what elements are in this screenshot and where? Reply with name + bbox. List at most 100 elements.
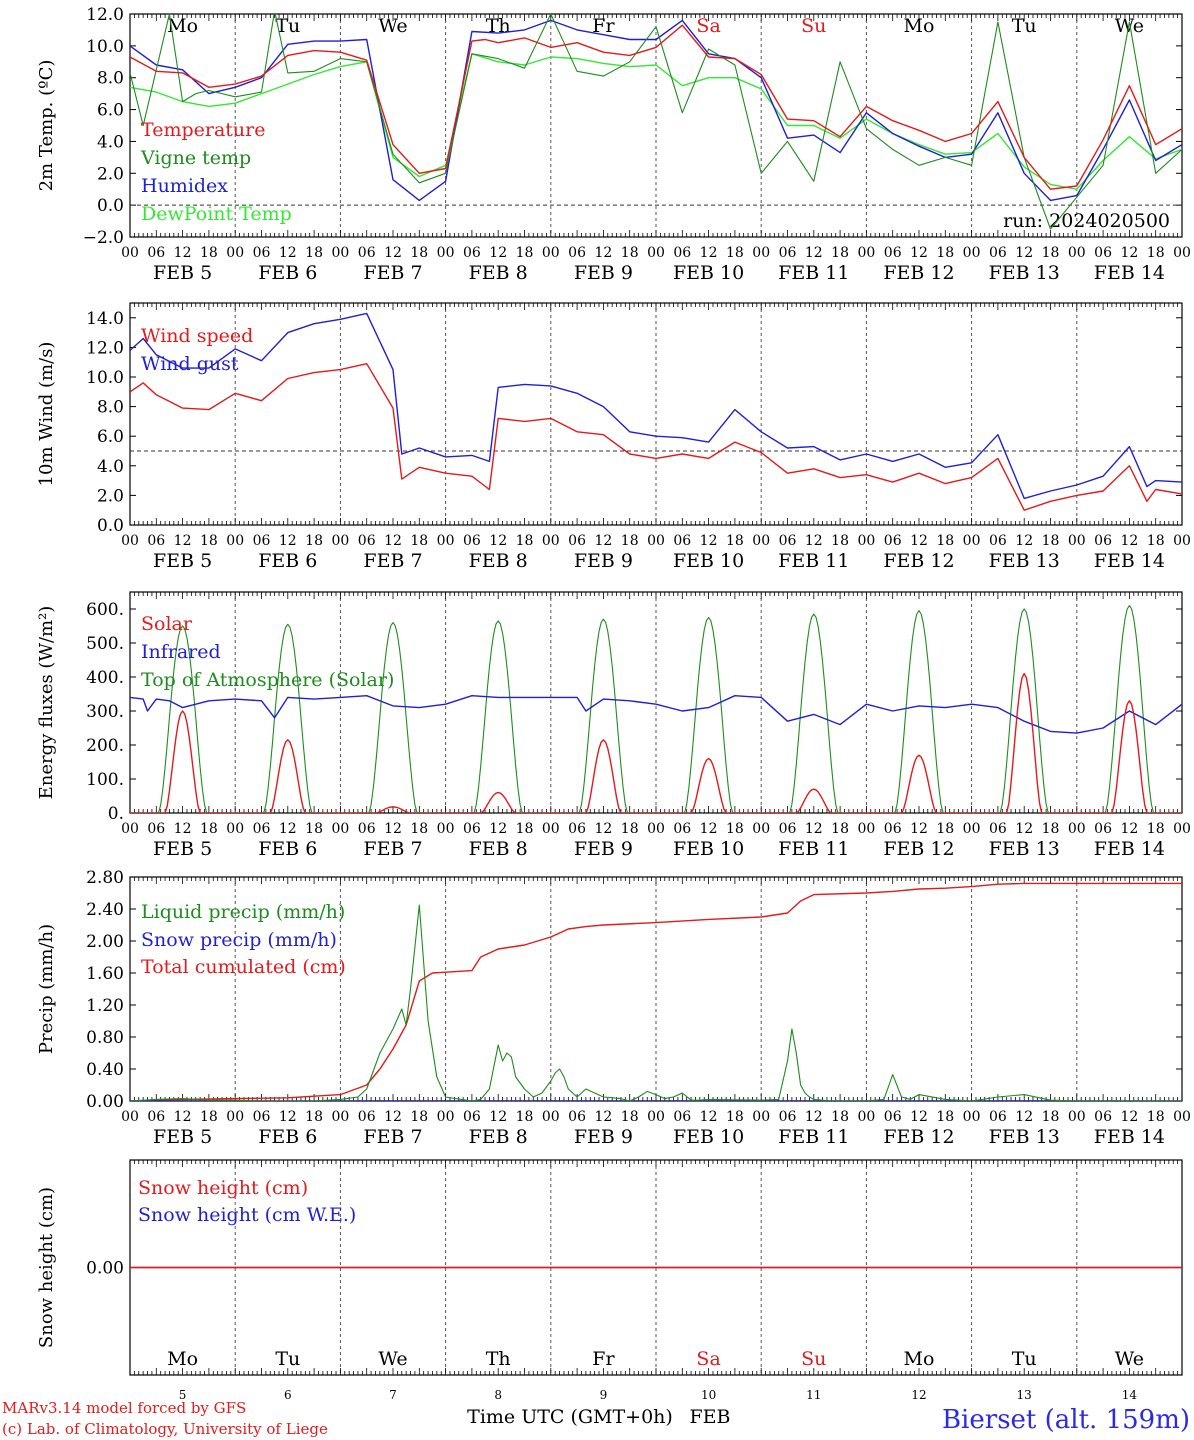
- day-number-label: 9: [600, 1388, 608, 1402]
- series-line-infrared: [130, 695, 1182, 734]
- hour-tick-label: 00: [437, 533, 455, 549]
- series-group: [130, 605, 1182, 813]
- date-label: FEB 10: [673, 838, 744, 860]
- hour-tick-label: 00: [647, 245, 665, 261]
- hour-tick-label: 18: [200, 533, 218, 549]
- hour-tick-label: 12: [384, 533, 402, 549]
- series-line-vigne-temp: [130, 14, 1182, 230]
- date-label: FEB 12: [883, 838, 954, 860]
- y-tick-label: 2.0: [97, 486, 124, 506]
- hour-tick-label: 00: [1068, 533, 1086, 549]
- hour-tick-label: 18: [1147, 1109, 1165, 1125]
- hour-tick-label: 12: [594, 245, 612, 261]
- hour-tick-label: 12: [1015, 1109, 1033, 1125]
- hour-tick-label: 12: [700, 1109, 718, 1125]
- hour-tick-label: 18: [1147, 821, 1165, 837]
- hour-tick-label: 18: [516, 533, 534, 549]
- hour-tick-label: 12: [1015, 821, 1033, 837]
- hour-tick-label: 18: [831, 245, 849, 261]
- y-tick-label: 0.0: [97, 516, 124, 536]
- hour-tick-label: 12: [805, 245, 823, 261]
- weekday-label: Mo: [904, 15, 935, 37]
- x-axis-title: Time UTC (GMT+0h): [467, 1406, 673, 1428]
- hour-tick-label: 18: [305, 533, 323, 549]
- hour-tick-label: 06: [463, 1109, 481, 1125]
- hour-tick-label: 18: [726, 1109, 744, 1125]
- hour-tick-label: 06: [779, 1109, 797, 1125]
- hour-tick-label: 00: [857, 533, 875, 549]
- date-label: FEB 5: [153, 550, 212, 572]
- weekday-label: Sa: [696, 15, 720, 37]
- hour-tick-label: 12: [910, 245, 928, 261]
- panel-precip: 0.00 0.40 0.80 1.20 1.60 2.00 2.40 2.80 Precip (…: [36, 868, 1191, 1148]
- y-tick-label: 6.0: [97, 101, 124, 121]
- y-tick-label: 8.0: [97, 398, 124, 418]
- hour-tick-label: 18: [936, 1109, 954, 1125]
- hour-tick-label: 12: [489, 245, 507, 261]
- hour-tick-label: 06: [147, 245, 165, 261]
- hour-tick-label: 18: [621, 821, 639, 837]
- footer-credit-model: MARv3.14 model forced by GFS: [2, 1399, 246, 1417]
- hour-tick-label: 06: [1094, 1109, 1112, 1125]
- y-tick-label: 0.: [108, 804, 124, 824]
- hour-tick-label: 00: [857, 245, 875, 261]
- y-tick-label: 10.0: [86, 37, 124, 57]
- weekday-label: Su: [801, 15, 826, 37]
- y-tick-label: −2.0: [83, 228, 124, 248]
- hour-tick-label: 18: [936, 821, 954, 837]
- hour-tick-label: 18: [305, 245, 323, 261]
- hour-tick-label: 06: [358, 821, 376, 837]
- run-label: run: 2024020500: [1003, 210, 1170, 232]
- hour-tick-label: 12: [174, 821, 192, 837]
- date-label: FEB 5: [153, 838, 212, 860]
- date-label: FEB 7: [363, 838, 422, 860]
- y-axis-label: Precip (mm/h): [36, 924, 57, 1054]
- hour-tick-label: 00: [542, 1109, 560, 1125]
- hour-tick-label: 00: [857, 821, 875, 837]
- hour-tick-label: 00: [1173, 1109, 1191, 1125]
- hour-tick-label: 06: [463, 533, 481, 549]
- weekday-label: Tu: [1012, 1348, 1037, 1370]
- series-line-wind-speed: [130, 363, 1182, 511]
- legend-entry: Temperature: [141, 119, 265, 141]
- weekday-label: Sa: [696, 1348, 720, 1370]
- hour-tick-label: 06: [358, 533, 376, 549]
- hour-tick-label: 06: [884, 533, 902, 549]
- date-label: FEB 14: [1094, 1126, 1165, 1148]
- legend-entry: Infrared: [141, 641, 221, 663]
- weekday-label: Fr: [592, 1348, 615, 1370]
- y-tick-label: 8.0: [97, 69, 124, 89]
- hour-tick-label: 12: [910, 1109, 928, 1125]
- y-tick-label: 6.0: [97, 427, 124, 447]
- legend-entry: Snow height (cm W.E.): [138, 1204, 356, 1226]
- y-tick-label: 12.0: [86, 338, 124, 358]
- hour-tick-label: 00: [647, 821, 665, 837]
- hour-tick-label: 12: [489, 1109, 507, 1125]
- series-line-humidex: [130, 19, 1182, 202]
- date-label: FEB 12: [883, 262, 954, 284]
- date-label: FEB 10: [673, 550, 744, 572]
- hour-tick-label: 18: [1042, 821, 1060, 837]
- weekday-label: We: [378, 15, 407, 37]
- hour-tick-label: 00: [121, 1109, 139, 1125]
- hour-tick-label: 06: [1094, 533, 1112, 549]
- hour-tick-label: 06: [673, 1109, 691, 1125]
- hour-tick-label: 18: [200, 245, 218, 261]
- hour-tick-label: 06: [253, 533, 271, 549]
- y-tick-label: 0.80: [86, 1028, 124, 1048]
- weekday-label: Tu: [1012, 15, 1037, 37]
- hour-tick-label: 00: [437, 245, 455, 261]
- y-axis-label: 10m Wind (m/s): [36, 342, 57, 487]
- hour-tick-label: 18: [200, 1109, 218, 1125]
- hour-tick-label: 12: [1120, 245, 1138, 261]
- date-label: FEB 6: [258, 838, 317, 860]
- hour-tick-label: 00: [226, 245, 244, 261]
- hour-tick-label: 06: [884, 821, 902, 837]
- date-label: FEB 14: [1094, 550, 1165, 572]
- weekday-label: Mo: [167, 1348, 198, 1370]
- weekday-label: Mo: [167, 15, 198, 37]
- y-tick-label: 2.00: [86, 932, 124, 952]
- date-label: FEB 13: [989, 550, 1060, 572]
- weekday-label: Fr: [592, 15, 615, 37]
- hour-tick-label: 18: [305, 821, 323, 837]
